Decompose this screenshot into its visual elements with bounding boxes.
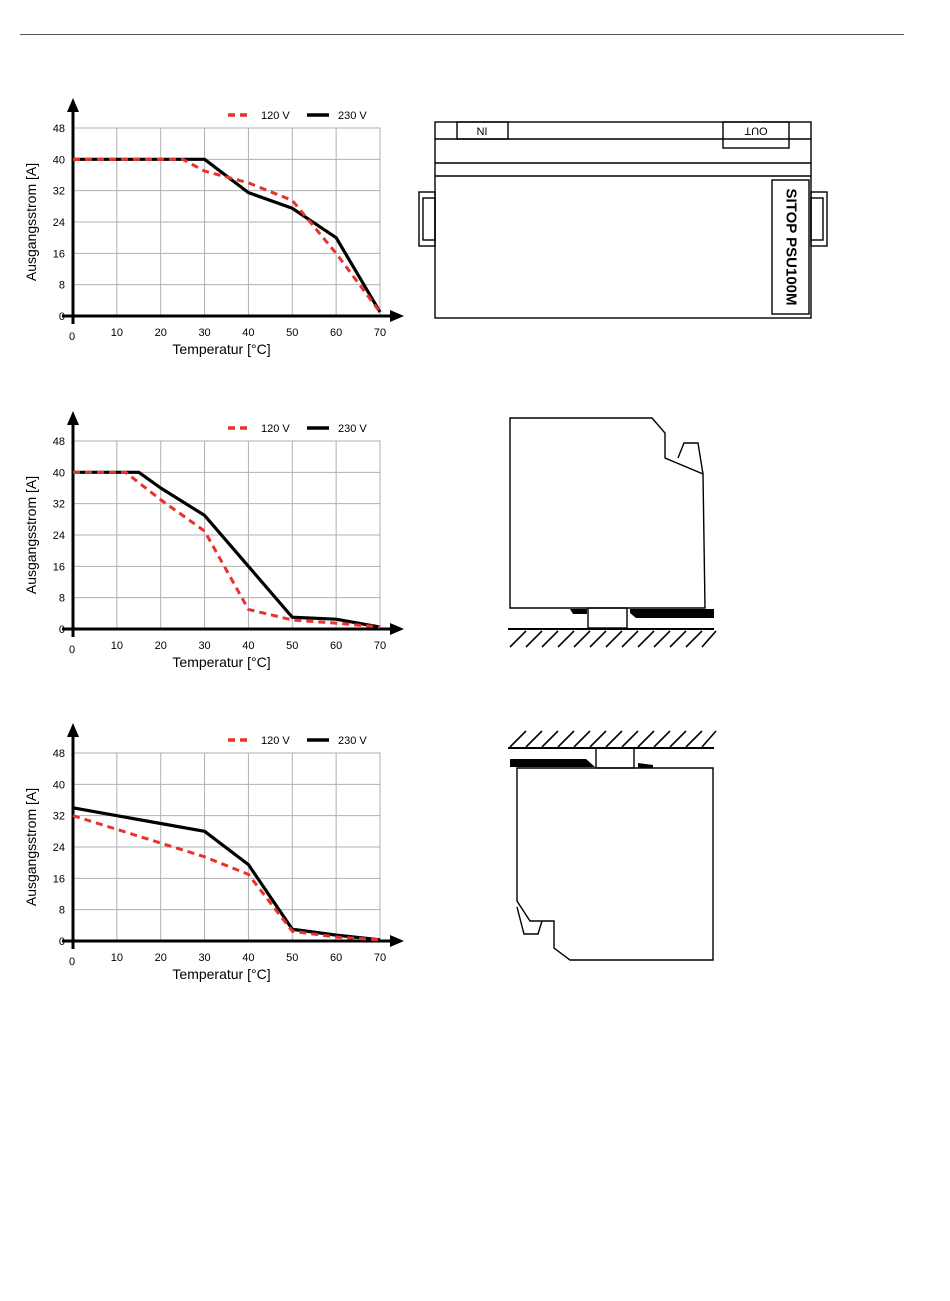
y-tick-label: 8 — [59, 593, 65, 605]
legend-label: 120 V — [261, 735, 290, 747]
x-tick-label: 70 — [374, 327, 386, 339]
y-tick-label: 16 — [53, 248, 65, 260]
legend-label: 230 V — [338, 735, 367, 747]
x-tick-label: 10 — [111, 952, 123, 964]
x-tick-label: 20 — [155, 952, 167, 964]
y-tick-label: 40 — [53, 154, 65, 166]
y-axis-label: Ausgangsstrom [A] — [23, 476, 39, 594]
x-tick-label: 70 — [374, 640, 386, 652]
x-tick-label: 30 — [198, 640, 210, 652]
legend-label: 120 V — [261, 110, 290, 122]
y-tick-label: 40 — [53, 467, 65, 479]
y-tick-label: 24 — [53, 530, 65, 542]
y-tick-label: 16 — [53, 561, 65, 573]
surface-hatching — [509, 630, 717, 648]
device-body — [516, 767, 714, 961]
device-body — [509, 417, 706, 609]
series-line-230v — [73, 157, 382, 313]
legend-label: 120 V — [261, 423, 290, 435]
x-tick-label: 50 — [286, 327, 298, 339]
series-line-230v — [72, 806, 381, 942]
y-tick-label: 48 — [53, 436, 65, 448]
series-line-120v — [72, 814, 381, 942]
rail-hook — [638, 763, 653, 768]
x-tick-label: 30 — [198, 327, 210, 339]
y-tick-label: 8 — [59, 280, 65, 292]
y-tick-label: 0 — [59, 936, 65, 948]
x-axis-arrow — [390, 935, 404, 947]
derating-chart-2: 0 8 16 24 32 40 48 0 10 20 30 40 50 60 70 Temperatur [°… — [23, 411, 404, 670]
x-tick-label: 50 — [286, 952, 298, 964]
x-tick-label: 20 — [155, 640, 167, 652]
x-tick-label: 0 — [69, 331, 75, 343]
y-tick-label: 0 — [59, 624, 65, 636]
y-axis-arrow — [67, 723, 79, 737]
x-tick-label: 40 — [242, 327, 254, 339]
mounting-rail — [587, 607, 628, 629]
x-tick-label: 0 — [69, 956, 75, 968]
y-tick-label: 32 — [53, 811, 65, 823]
x-tick-label: 10 — [111, 640, 123, 652]
rail-clamp — [630, 609, 714, 618]
x-tick-label: 0 — [69, 644, 75, 656]
y-axis-arrow — [67, 98, 79, 112]
y-tick-label: 40 — [53, 779, 65, 791]
x-tick-label: 40 — [242, 952, 254, 964]
x-tick-label: 40 — [242, 640, 254, 652]
y-axis-arrow — [67, 411, 79, 425]
y-tick-label: 24 — [53, 842, 65, 854]
x-tick-label: 60 — [330, 327, 342, 339]
x-tick-label: 60 — [330, 640, 342, 652]
x-tick-label: 30 — [198, 952, 210, 964]
product-label: SITOP PSU100M — [783, 189, 800, 306]
rail-clamp — [510, 759, 595, 767]
mounting-rail — [595, 747, 635, 769]
series-line-120v — [73, 470, 381, 629]
rail-hook — [570, 609, 587, 614]
x-axis-arrow — [390, 310, 404, 322]
series-line-230v — [73, 470, 381, 629]
y-axis-label: Ausgangsstrom [A] — [23, 163, 39, 281]
device-side-view-ceiling — [508, 730, 717, 961]
in-label: IN — [476, 125, 487, 137]
legend-label: 230 V — [338, 423, 367, 435]
product-label-frame — [771, 179, 810, 315]
y-tick-label: 24 — [53, 217, 65, 229]
ceiling-hatching — [509, 730, 717, 748]
y-tick-label: 32 — [53, 186, 65, 198]
x-tick-label: 10 — [111, 327, 123, 339]
device-housing-outline — [434, 121, 812, 319]
right-clip — [810, 191, 828, 247]
out-label: OUT — [744, 125, 768, 137]
legend-label: 230 V — [338, 110, 367, 122]
device-front-view: IN OUT SITOP PSU100M — [418, 121, 828, 319]
series-line-120v — [73, 157, 382, 313]
left-clip — [418, 191, 436, 247]
x-tick-label: 20 — [155, 327, 167, 339]
x-tick-label: 70 — [374, 952, 386, 964]
x-tick-label: 60 — [330, 952, 342, 964]
x-axis-label: Temperatur [°C] — [172, 654, 270, 670]
y-tick-label: 48 — [53, 748, 65, 760]
left-clip-inner — [422, 197, 436, 241]
y-tick-label: 32 — [53, 499, 65, 511]
y-tick-label: 8 — [59, 905, 65, 917]
x-axis-label: Temperatur [°C] — [172, 341, 270, 357]
device-side-view-floor — [508, 417, 717, 648]
derating-chart-1: 0 8 16 24 32 40 48 0 10 20 30 40 50 60 70 Temperatur [°… — [23, 98, 404, 357]
in-terminal — [456, 121, 509, 140]
top-rule — [20, 34, 904, 35]
x-tick-label: 50 — [286, 640, 298, 652]
out-terminal — [722, 121, 790, 149]
y-axis-label: Ausgangsstrom [A] — [23, 788, 39, 906]
y-tick-label: 48 — [53, 123, 65, 135]
x-axis-label: Temperatur [°C] — [172, 966, 270, 982]
x-axis-arrow — [390, 623, 404, 635]
y-tick-label: 0 — [59, 311, 65, 323]
side-clip — [516, 906, 543, 935]
derating-chart-3: 0 8 16 24 32 40 48 0 10 20 30 40 50 60 70 Temperatur [°… — [23, 723, 404, 982]
y-tick-label: 16 — [53, 873, 65, 885]
side-clip — [677, 442, 704, 475]
right-clip-inner — [810, 197, 824, 241]
